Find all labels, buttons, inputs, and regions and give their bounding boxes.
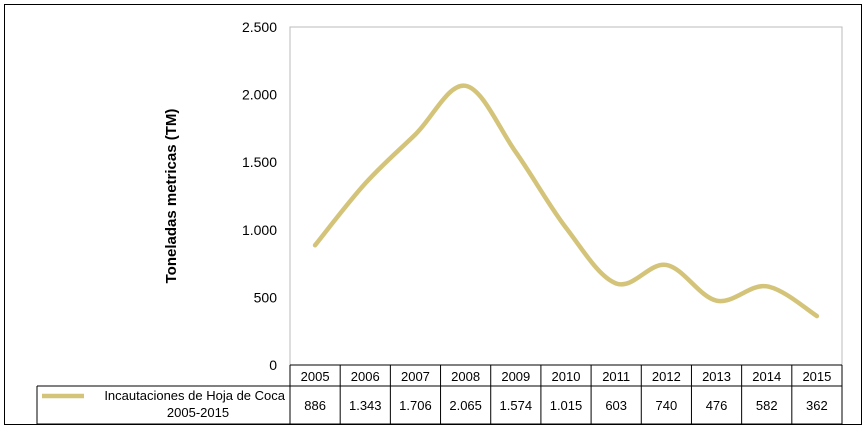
data-label: 1.015 xyxy=(550,398,583,413)
x-tick-label: 2012 xyxy=(652,369,681,384)
y-tick-label: 500 xyxy=(254,289,278,305)
y-tick-label: 2.000 xyxy=(242,87,277,103)
data-label: 2.065 xyxy=(449,398,482,413)
x-tick-label: 2013 xyxy=(702,369,731,384)
y-tick-label: 0 xyxy=(269,357,277,373)
series-line xyxy=(312,83,820,319)
data-label: 582 xyxy=(756,398,778,413)
y-tick-label: 2.500 xyxy=(242,19,277,35)
x-tick-label: 2006 xyxy=(351,369,380,384)
y-tick-label: 1.000 xyxy=(242,222,277,238)
x-tick-label: 2015 xyxy=(802,369,831,384)
x-tick-label: 2014 xyxy=(752,369,781,384)
data-label: 1.706 xyxy=(399,398,432,413)
x-tick-label: 2007 xyxy=(401,369,430,384)
legend-label: 2005-2015 xyxy=(167,405,229,420)
data-label: 603 xyxy=(605,398,627,413)
x-tick-label: 2011 xyxy=(602,369,630,384)
x-tick-label: 2010 xyxy=(552,369,581,384)
y-tick-label: 1.500 xyxy=(242,154,277,170)
plot-area xyxy=(289,26,843,366)
data-label: 1.574 xyxy=(500,398,533,413)
data-label: 1.343 xyxy=(349,398,382,413)
y-axis-label: Toneladas metricas (TM) xyxy=(163,109,180,284)
x-tick-label: 2005 xyxy=(301,369,330,384)
x-tick-label: 2009 xyxy=(501,369,530,384)
data-label: 362 xyxy=(806,398,828,413)
data-label: 476 xyxy=(706,398,728,413)
legend-label: Incautaciones de Hoja de Coca xyxy=(104,388,285,403)
x-tick-label: 2008 xyxy=(451,369,480,384)
data-label: 886 xyxy=(304,398,326,413)
data-label: 740 xyxy=(656,398,678,413)
